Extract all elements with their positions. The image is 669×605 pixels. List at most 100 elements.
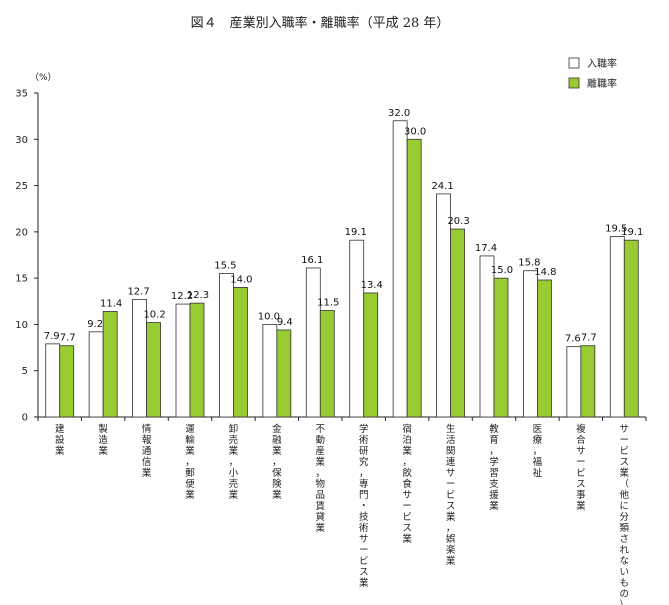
category-label-char: ， bbox=[533, 446, 543, 457]
category-label-char: 運 bbox=[185, 424, 195, 435]
category-label-char: 教 bbox=[489, 423, 499, 435]
category-label-char: 支 bbox=[489, 478, 499, 490]
category-labels: 建設業製造業情報通信業運輸業，郵便業卸売業，小売業金融業，保険業不動産業，物品賃… bbox=[55, 423, 630, 605]
category-label-char: 業 bbox=[142, 467, 152, 479]
category-label-char: ， bbox=[272, 457, 282, 468]
bar-entry-rate bbox=[609, 236, 625, 418]
category-label-char: 術 bbox=[359, 522, 369, 534]
category-label-char: ビ bbox=[446, 490, 456, 501]
bar-separation-rate bbox=[580, 345, 596, 418]
category-label-char: 郵 bbox=[185, 467, 195, 479]
category-label-char: 事 bbox=[576, 489, 586, 501]
category-label-char: 業 bbox=[402, 445, 412, 457]
y-tick-label: 10 bbox=[15, 320, 28, 331]
category-label-char: 情 bbox=[142, 423, 152, 435]
category-label-char: サ bbox=[446, 468, 456, 479]
category-label-char: れ bbox=[620, 545, 630, 556]
data-label: 19.5 bbox=[605, 223, 627, 234]
data-label: 12.7 bbox=[127, 286, 149, 297]
legend-swatch bbox=[568, 57, 580, 69]
bar-separation-rate bbox=[189, 302, 205, 418]
category-label-char: 貸 bbox=[316, 511, 326, 523]
category-label-char: 業 bbox=[446, 555, 456, 567]
category-label-char: 輸 bbox=[185, 434, 195, 446]
category-label: 運輸業，郵便業 bbox=[185, 424, 195, 501]
category-label-char: 業 bbox=[229, 489, 239, 501]
category-label-char: ビ bbox=[576, 468, 586, 479]
category-label-char: ， bbox=[359, 468, 369, 479]
category-label-char: な bbox=[620, 556, 630, 567]
category-label-char: ， bbox=[446, 523, 456, 534]
category-label-char: 他 bbox=[620, 489, 630, 501]
bar-separation-rate bbox=[493, 277, 509, 418]
data-label: 14.8 bbox=[534, 267, 556, 278]
bar-separation-rate bbox=[319, 310, 335, 418]
category-label-char: 業 bbox=[185, 445, 195, 457]
category-label-char: 動 bbox=[316, 435, 326, 446]
legend-label: 離職率 bbox=[587, 77, 617, 90]
bar-entry-rate bbox=[305, 267, 321, 418]
category-label-char: 売 bbox=[229, 478, 239, 490]
category-label-char: ， bbox=[489, 446, 499, 457]
bar-entry-rate bbox=[479, 255, 495, 418]
data-label: 15.5 bbox=[214, 261, 236, 272]
category-label-char: ビ bbox=[402, 512, 412, 523]
category-label-char: 卸 bbox=[229, 423, 239, 435]
category-label-char: 連 bbox=[446, 456, 456, 468]
category-label-char: 療 bbox=[533, 434, 543, 446]
data-label: 12.3 bbox=[187, 290, 209, 301]
data-label: 11.4 bbox=[100, 298, 122, 309]
y-axis-unit: （%） bbox=[30, 72, 57, 83]
data-label: 16.1 bbox=[301, 255, 323, 266]
bar-entry-rate bbox=[349, 239, 365, 418]
category-label-char: 業 bbox=[55, 445, 65, 457]
data-label: 20.3 bbox=[447, 216, 469, 227]
data-label: 13.4 bbox=[361, 280, 383, 291]
category-label-char: （ bbox=[620, 478, 630, 490]
category-label-char: サ bbox=[359, 534, 369, 545]
data-label: 9.2 bbox=[87, 319, 103, 330]
category-label-char: ビ bbox=[359, 556, 369, 567]
category-label-char: サ bbox=[576, 446, 586, 457]
category-label-char: 不 bbox=[316, 424, 326, 435]
data-label: 32.0 bbox=[388, 108, 410, 119]
bar-entry-rate bbox=[262, 324, 278, 418]
category-label-char: 賃 bbox=[316, 500, 326, 512]
category-label-char: ・ bbox=[359, 501, 369, 512]
category-label-char: 売 bbox=[229, 434, 239, 446]
data-label: 15.8 bbox=[518, 258, 540, 269]
category-label-char: 複 bbox=[576, 423, 586, 435]
category-label-char: 融 bbox=[272, 435, 282, 446]
bar-separation-rate bbox=[146, 322, 161, 418]
category-label-char: 業 bbox=[98, 445, 108, 457]
data-label: 11.5 bbox=[317, 298, 339, 309]
category-label-char: 福 bbox=[533, 456, 543, 468]
data-label: 19.1 bbox=[345, 227, 367, 238]
y-tick-label: 35 bbox=[15, 89, 28, 100]
y-tick-label: 25 bbox=[15, 181, 28, 192]
category-label-char: 活 bbox=[446, 434, 456, 446]
category-label-char: も bbox=[620, 578, 630, 589]
category-label-char: ー bbox=[446, 479, 456, 490]
data-labels: 7.9 9.2 12.7 12.2 15.5 10.0 16.1 19.1 32.0 24.1 17… bbox=[44, 108, 644, 345]
category-label-char: 技 bbox=[359, 511, 369, 523]
category-label-char: 製 bbox=[98, 423, 108, 435]
legend-label: 入職率 bbox=[587, 57, 617, 70]
category-label: 製造業 bbox=[98, 423, 108, 457]
category-label-char: 関 bbox=[446, 446, 456, 457]
category-label-char: 信 bbox=[142, 456, 152, 468]
category-label-char: 保 bbox=[272, 467, 282, 479]
category-label-char: ス bbox=[620, 457, 630, 468]
bar-separation-rate bbox=[406, 138, 422, 418]
category-label-char: 研 bbox=[359, 446, 369, 457]
bar-separation-rate bbox=[623, 239, 639, 418]
legend-swatch bbox=[568, 77, 580, 89]
category-label-char: ー bbox=[620, 435, 630, 446]
category-label-char: ー bbox=[359, 545, 369, 556]
category-label: 建設業 bbox=[55, 423, 65, 457]
category-label-char: 生 bbox=[446, 423, 456, 435]
